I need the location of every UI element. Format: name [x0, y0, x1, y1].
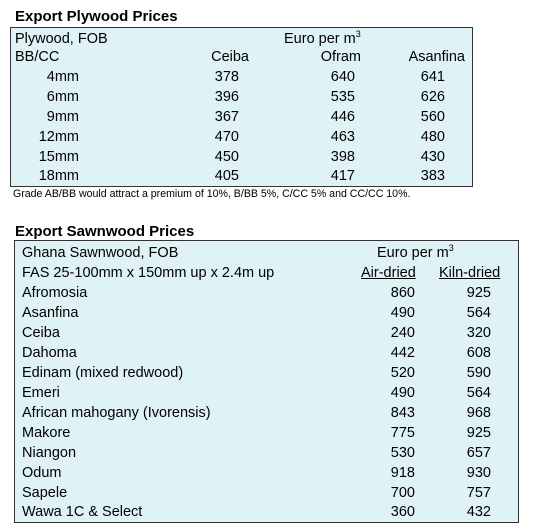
plywood-size: 15mm — [38, 149, 79, 165]
plywood-value: 626 — [420, 89, 445, 105]
sawnwood-value: 843 — [390, 405, 415, 421]
sawnwood-value: 432 — [466, 504, 491, 520]
plywood-value: 405 — [214, 168, 239, 184]
sawnwood-species: Niangon — [22, 445, 77, 461]
sawnwood-unit-label: Euro per m3 — [377, 243, 454, 261]
plywood-size: 6mm — [46, 89, 79, 105]
sawnwood-header-label: Ghana Sawnwood, FOB — [22, 245, 179, 261]
sawnwood-value: 608 — [466, 345, 491, 361]
sawnwood-value: 775 — [390, 425, 415, 441]
plywood-value: 470 — [214, 129, 239, 145]
sawnwood-value: 360 — [390, 504, 415, 520]
plywood-value: 396 — [214, 89, 239, 105]
plywood-value: 640 — [330, 69, 355, 85]
sawnwood-value: 657 — [466, 445, 491, 461]
plywood-value: 450 — [214, 149, 239, 165]
sawnwood-species: Ceiba — [22, 325, 60, 341]
sawnwood-value: 930 — [466, 465, 491, 481]
plywood-value: 383 — [420, 168, 445, 184]
sawnwood-species: Edinam (mixed redwood) — [22, 365, 184, 381]
sawnwood-value: 860 — [390, 285, 415, 301]
sawnwood-species: Dahoma — [22, 345, 77, 361]
sawnwood-value: 320 — [466, 325, 491, 341]
plywood-table: Plywood, FOB BB/CC Euro per m3 Ceiba Ofr… — [10, 27, 473, 187]
sawnwood-value: 490 — [390, 305, 415, 321]
plywood-value: 430 — [420, 149, 445, 165]
sawnwood-value: 968 — [466, 405, 491, 421]
plywood-size: 4mm — [46, 69, 79, 85]
sawnwood-species: Emeri — [22, 385, 60, 401]
plywood-grade-label: BB/CC — [15, 49, 60, 65]
sawnwood-value: 757 — [466, 485, 491, 501]
plywood-size: 18mm — [38, 168, 79, 184]
sawnwood-col-kiln-dried: Kiln-dried — [439, 265, 501, 281]
sawnwood-title: Export Sawnwood Prices — [15, 223, 195, 240]
plywood-unit-label: Euro per m3 — [284, 29, 361, 47]
sawnwood-col-air-dried: Air-dried — [361, 265, 416, 281]
sawnwood-spec-label: FAS 25-100mm x 150mm up x 2.4m up — [22, 265, 275, 281]
sawnwood-value: 700 — [390, 485, 415, 501]
sawnwood-value: 240 — [390, 325, 415, 341]
sawnwood-table: Ghana Sawnwood, FOB FAS 25-100mm x 150mm… — [14, 240, 519, 523]
sawnwood-species: Sapele — [22, 485, 68, 501]
plywood-value: 560 — [420, 109, 445, 125]
plywood-col-asanfina: Asanfina — [408, 49, 465, 65]
plywood-grade-note: Grade AB/BB would attract a premium of 1… — [13, 188, 411, 200]
plywood-value: 367 — [214, 109, 239, 125]
sawnwood-value: 442 — [390, 345, 415, 361]
plywood-header-label: Plywood, FOB — [15, 31, 108, 47]
sawnwood-value: 530 — [390, 445, 415, 461]
sawnwood-value: 925 — [466, 425, 491, 441]
sawnwood-species: Odum — [22, 465, 62, 481]
plywood-value: 446 — [330, 109, 355, 125]
sawnwood-value: 918 — [390, 465, 415, 481]
sawnwood-value: 520 — [390, 365, 415, 381]
plywood-size: 9mm — [46, 109, 79, 125]
sawnwood-value: 590 — [466, 365, 491, 381]
sawnwood-species: Wawa 1C & Select — [22, 504, 143, 520]
plywood-col-ceiba: Ceiba — [211, 49, 249, 65]
sawnwood-species: Afromosia — [22, 285, 88, 301]
plywood-col-ofram: Ofram — [320, 49, 361, 65]
plywood-value: 398 — [330, 149, 355, 165]
plywood-size: 12mm — [38, 129, 79, 145]
sawnwood-species: African mahogany (Ivorensis) — [22, 405, 211, 421]
plywood-value: 417 — [330, 168, 355, 184]
sawnwood-value: 564 — [466, 385, 491, 401]
plywood-value: 480 — [420, 129, 445, 145]
plywood-value: 463 — [330, 129, 355, 145]
sawnwood-value: 925 — [466, 285, 491, 301]
plywood-value: 378 — [214, 69, 239, 85]
plywood-title: Export Plywood Prices — [15, 8, 178, 25]
sawnwood-value: 490 — [390, 385, 415, 401]
sawnwood-species: Makore — [22, 425, 71, 441]
sawnwood-species: Asanfina — [22, 305, 79, 321]
sawnwood-value: 564 — [466, 305, 491, 321]
plywood-value: 641 — [420, 69, 445, 85]
plywood-value: 535 — [330, 89, 355, 105]
